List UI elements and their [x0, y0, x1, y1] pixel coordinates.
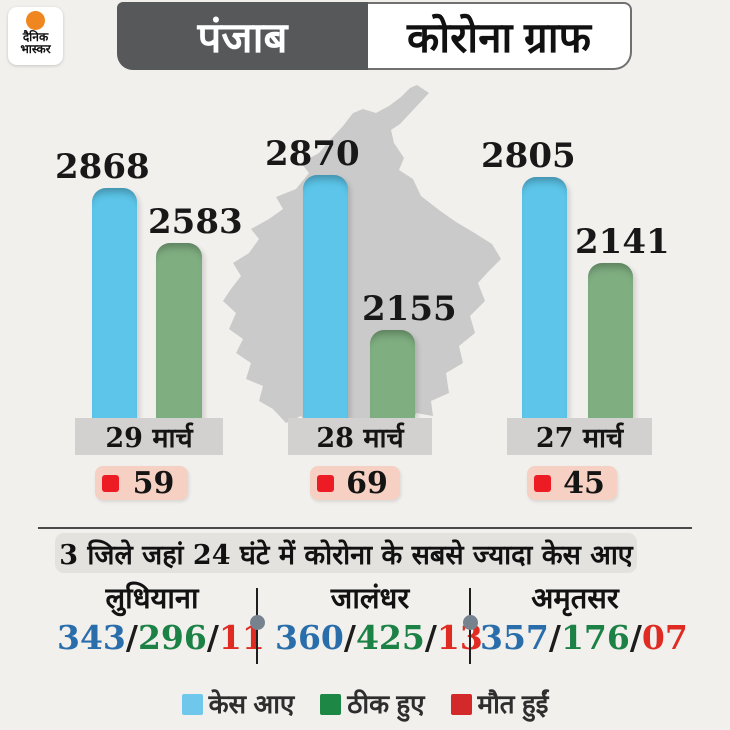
bar-group-28-march: 2870 2155 28 मार्च 69 [265, 130, 457, 502]
deaths-badge: 69 [310, 465, 400, 501]
deaths-badge: 59 [95, 465, 188, 501]
cases-value: 2870 [265, 134, 360, 174]
date-text: 28 मार्च [316, 423, 404, 454]
sun-icon [26, 11, 45, 30]
district-recovered: 176 [560, 618, 630, 657]
district-stats: 357/176/07 [480, 618, 688, 657]
recovered-bar [588, 263, 633, 418]
date-label: 28 मार्च [288, 418, 432, 455]
death-square-icon [102, 474, 119, 492]
district-ludhiana: लुधियाना 343/296/11 [57, 582, 265, 657]
cases-value: 2868 [55, 147, 150, 187]
deaths-swatch-icon [450, 693, 472, 715]
district-name: अमृतसर [531, 583, 619, 615]
date-label: 29 मार्च [75, 418, 223, 455]
logo-line-2: भास्कर [20, 42, 51, 57]
districts-title-text: 3 जिले जहां 24 घंटे में कोरोना के सबसे ज… [59, 539, 633, 571]
district-recovered: 296 [137, 618, 207, 657]
district-recovered: 425 [355, 618, 425, 657]
date-text: 27 मार्च [535, 423, 624, 454]
separator-line [38, 527, 692, 529]
slash: / [343, 618, 356, 657]
slash: / [629, 618, 642, 657]
district-deaths: 07 [641, 618, 688, 657]
deaths-value: 59 [132, 465, 175, 501]
date-label: 27 मार्च [507, 418, 652, 455]
cases-bar [522, 177, 567, 418]
recovered-swatch-icon [320, 693, 342, 715]
deaths-value: 69 [346, 465, 388, 501]
district-cases: 357 [480, 618, 549, 657]
district-stats: 360/425/13 [275, 618, 483, 657]
bar-group-27-march: 2805 2141 27 मार्च 45 [481, 130, 670, 502]
recovered-value: 2141 [575, 222, 670, 262]
divider-dot [250, 615, 265, 630]
page-title: कोरोना ग्राफ [407, 13, 591, 61]
title-tab: कोरोना ग्राफ [368, 2, 632, 70]
legend-item-cases: केस आए [181, 689, 295, 719]
legend-label: मौत हुईं [477, 689, 549, 719]
districts-section-title: 3 जिले जहां 24 घंटे में कोरोना के सबसे ज… [55, 533, 637, 573]
recovered-bar [156, 243, 202, 418]
slash: / [206, 618, 219, 657]
district-cases: 360 [275, 618, 344, 657]
cases-value: 2805 [481, 136, 576, 176]
legend-label: केस आए [208, 689, 295, 719]
recovered-value: 2155 [362, 289, 457, 329]
slash: / [548, 618, 561, 657]
death-square-icon [317, 474, 334, 492]
punjab-map-shape [223, 85, 501, 433]
district-cases: 343 [57, 618, 126, 657]
legend-item-deaths: मौत हुईं [450, 689, 549, 719]
cases-bar [303, 175, 348, 418]
punjab-map [223, 85, 501, 433]
chart-legend: केस आए ठीक हुए मौत हुईं [0, 689, 730, 719]
district-name: लुधियाना [105, 583, 199, 615]
region-label: पंजाब [197, 13, 288, 61]
district-name: जालंधर [330, 583, 410, 615]
slash: / [125, 618, 138, 657]
dainik-bhaskar-logo: दैनिक भास्कर [8, 7, 63, 65]
cases-swatch-icon [181, 693, 203, 715]
recovered-bar [370, 330, 415, 418]
region-tab: पंजाब [117, 2, 368, 70]
district-stats: 343/296/11 [57, 618, 265, 657]
district-amritsar: अमृतसर 357/176/07 [480, 582, 688, 657]
death-square-icon [534, 474, 551, 492]
legend-label: ठीक हुए [347, 689, 425, 719]
bar-group-29-march: 2868 2583 29 मार्च 59 [55, 130, 243, 502]
cases-bar [92, 188, 137, 418]
date-text: 29 मार्च [105, 423, 193, 454]
logo-line-1: दैनिक [22, 30, 49, 44]
slash: / [424, 618, 437, 657]
header-banner: पंजाब कोरोना ग्राफ [117, 2, 632, 70]
recovered-value: 2583 [148, 202, 243, 242]
logo-text: दैनिक भास्कर [20, 30, 51, 57]
deaths-badge: 45 [527, 465, 617, 501]
divider-dot [463, 615, 478, 630]
legend-item-recovered: ठीक हुए [320, 689, 425, 719]
deaths-value: 45 [563, 465, 605, 501]
district-jalandhar: जालंधर 360/425/13 [275, 582, 483, 657]
